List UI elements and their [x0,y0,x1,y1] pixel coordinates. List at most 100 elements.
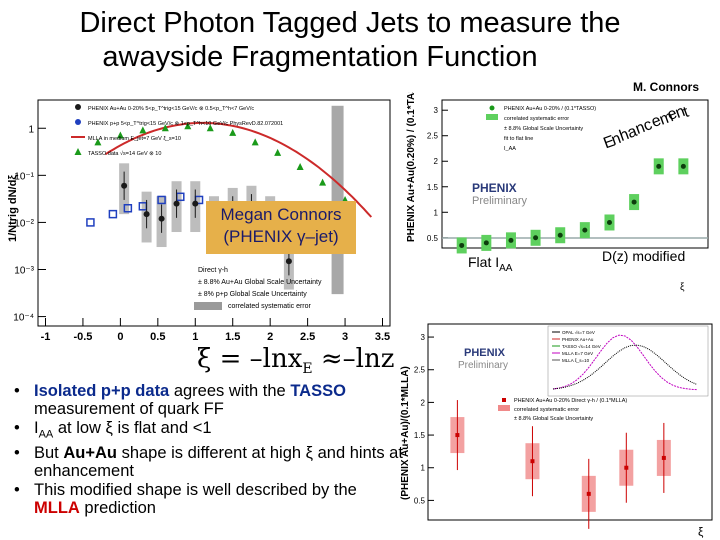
pp-point [86,218,95,227]
pp-point [123,203,133,213]
legend-auau-marker [75,104,81,110]
wide-error-box [331,105,344,295]
tr-legend-entry: PHENIX Au+Au 0-20% / (0.1*TASSO) [504,106,596,112]
tr-point [606,219,612,225]
tr-ytick-label: 3 [434,106,439,115]
tr-legend-entry: fit to flat line [504,136,533,142]
tasso-point [229,128,237,136]
left-xtick-label: 0.5 [150,331,165,343]
auau-point [192,200,199,207]
tr-point [680,163,686,169]
flat-iaa-label: Flat IAA [468,254,512,274]
tr-xi-label: ξ [680,282,685,292]
left-xtick-label: 2 [267,331,273,343]
mlla-curve [104,121,373,218]
left-ytick-label: 10⁻⁴ [13,313,34,324]
tasso-point [94,138,102,146]
dz-modified-label: D(z) modified [602,248,686,264]
left-legend2-entry: Direct γ-h [198,267,228,274]
bullet-2: IAA at low ξ is flat and <1 [6,419,404,443]
bullet-1-post: measurement of quark FF [34,400,224,418]
bullet-3: But Au+Au shape is different at high ξ a… [6,444,404,480]
tasso-point [139,126,147,134]
tr-point [557,232,563,238]
tr-ytick-label: 2 [434,157,439,166]
left-xtick-label: 2.5 [300,331,315,343]
tasso-point [319,178,327,186]
br-inset-legend-entry: TASSO √s=14 GeV [562,344,601,349]
br-ytick-label: 2 [421,398,426,407]
tr-phenix-logo: PHENIX [472,181,517,195]
author-name: M. Connors [633,80,699,94]
formula-sub: E [302,361,313,378]
tr-legend-entry: correlated systematic error [504,116,569,122]
pp-point [157,195,166,205]
br-inset-legend-entry: PHENIX Au+Au [562,337,594,342]
br-xi-label: ξ [698,525,704,539]
bullet-1-highlight: Isolated p+p data [34,382,170,400]
title-line-2: awayside Fragmentation Function [102,41,538,73]
formula-main: ξ = –lnx [197,344,303,374]
tr-preliminary: Preliminary [472,195,528,207]
flat-label-text: Flat I [468,254,500,270]
label-box-line-2: (PHENIX γ–jet) [223,227,339,246]
tr-legend-entry: ± 8.8% Global Scale Uncertainty [504,126,583,132]
tr-ytick-label: 2.5 [427,132,439,141]
tr-point [656,163,662,169]
br-point [586,491,591,496]
left-xtick-label: -1 [41,331,51,343]
auau-point [173,200,180,207]
tasso-point [251,138,259,146]
bullet-3-pre: But [34,444,64,463]
br-preliminary: Preliminary [458,360,508,371]
left-ytick-label: 1 [28,124,34,135]
bottom-right-mlla-ratio-plot: (PHENIX Au+Au)/(0.1*MLLA) 3 2.5 2 1.5 1 0.5 O… [398,320,720,540]
left-legend2-entry: ± 8% p+p Global Scale Uncertainty [198,291,307,298]
tr-point [631,199,637,205]
br-ytick-label: 0.5 [414,496,426,505]
bullet-4: This modified shape is well described by… [6,481,404,517]
br-legend-marker [502,398,506,402]
auau-point [285,258,292,265]
br-point [455,433,460,438]
tr-legend-box [486,114,498,120]
tr-ytick-label: 1 [434,208,439,217]
tr-point [533,235,539,241]
br-legend-entry: ± 8.8% Global Scale Uncertainty [514,416,593,422]
bullet-4-red: MLLA [34,499,80,518]
br-inset-curve-1 [552,334,698,391]
tasso-point [184,122,192,130]
br-ytick-label: 3 [421,333,426,342]
left-legend-entry: MLLA in medium E_jet=7 GeV ξ_s=10 [88,136,181,142]
left-ytick-label: 10⁻¹ [14,171,34,182]
bullet-4-pre: This modified shape is well described by… [34,481,357,500]
br-inset-legend-entry: MLLA E=7 GeV [562,351,593,356]
formula-tail: ≈–lnz [312,344,395,374]
tasso-point [161,124,169,132]
auau-point [158,215,165,222]
left-legend-entry: PHENIX Au+Au 0-20% 5<p_T^trig<15 GeV/c ⊗… [88,106,254,112]
left-legend-entry: PHENIX p+p 5<p_T^trig<15 GeV/c ⊗ 1<p_T^h… [88,121,283,127]
tr-point [508,237,514,243]
auau-point [121,182,128,189]
br-inset-legend-entry: OPAL √s=7 GeV [562,330,595,335]
xi-formula: ξ = –lnxE ≈–lnz [197,344,394,377]
left-xtick-label: 1.5 [225,331,240,343]
br-legend-box [498,405,510,411]
legend-syst-box [194,302,222,310]
br-inset-curve-2 [552,344,698,390]
br-ytick-label: 1.5 [414,431,426,440]
flat-label-sub: AA [499,262,513,274]
br-inset-legend-entry: MLLA ξ_s=10 [562,358,590,363]
title-line-1: Direct Photon Tagged Jets to measure the [79,7,621,39]
br-point [661,455,666,460]
tr-point [459,242,465,248]
br-ytick-label: 2.5 [414,366,426,375]
bullet-3-post: shape is different at high ξ and hints a… [34,444,403,481]
br-ylabel: (PHENIX Au+Au)/(0.1*MLLA) [400,366,411,500]
br-phenix-logo: PHENIX [464,347,506,359]
br-legend-entry: correlated systematic error [514,407,579,413]
bullet-1-highlight-2: TASSO [290,382,346,400]
tr-legend-marker [489,105,495,111]
tasso-point [274,148,282,156]
